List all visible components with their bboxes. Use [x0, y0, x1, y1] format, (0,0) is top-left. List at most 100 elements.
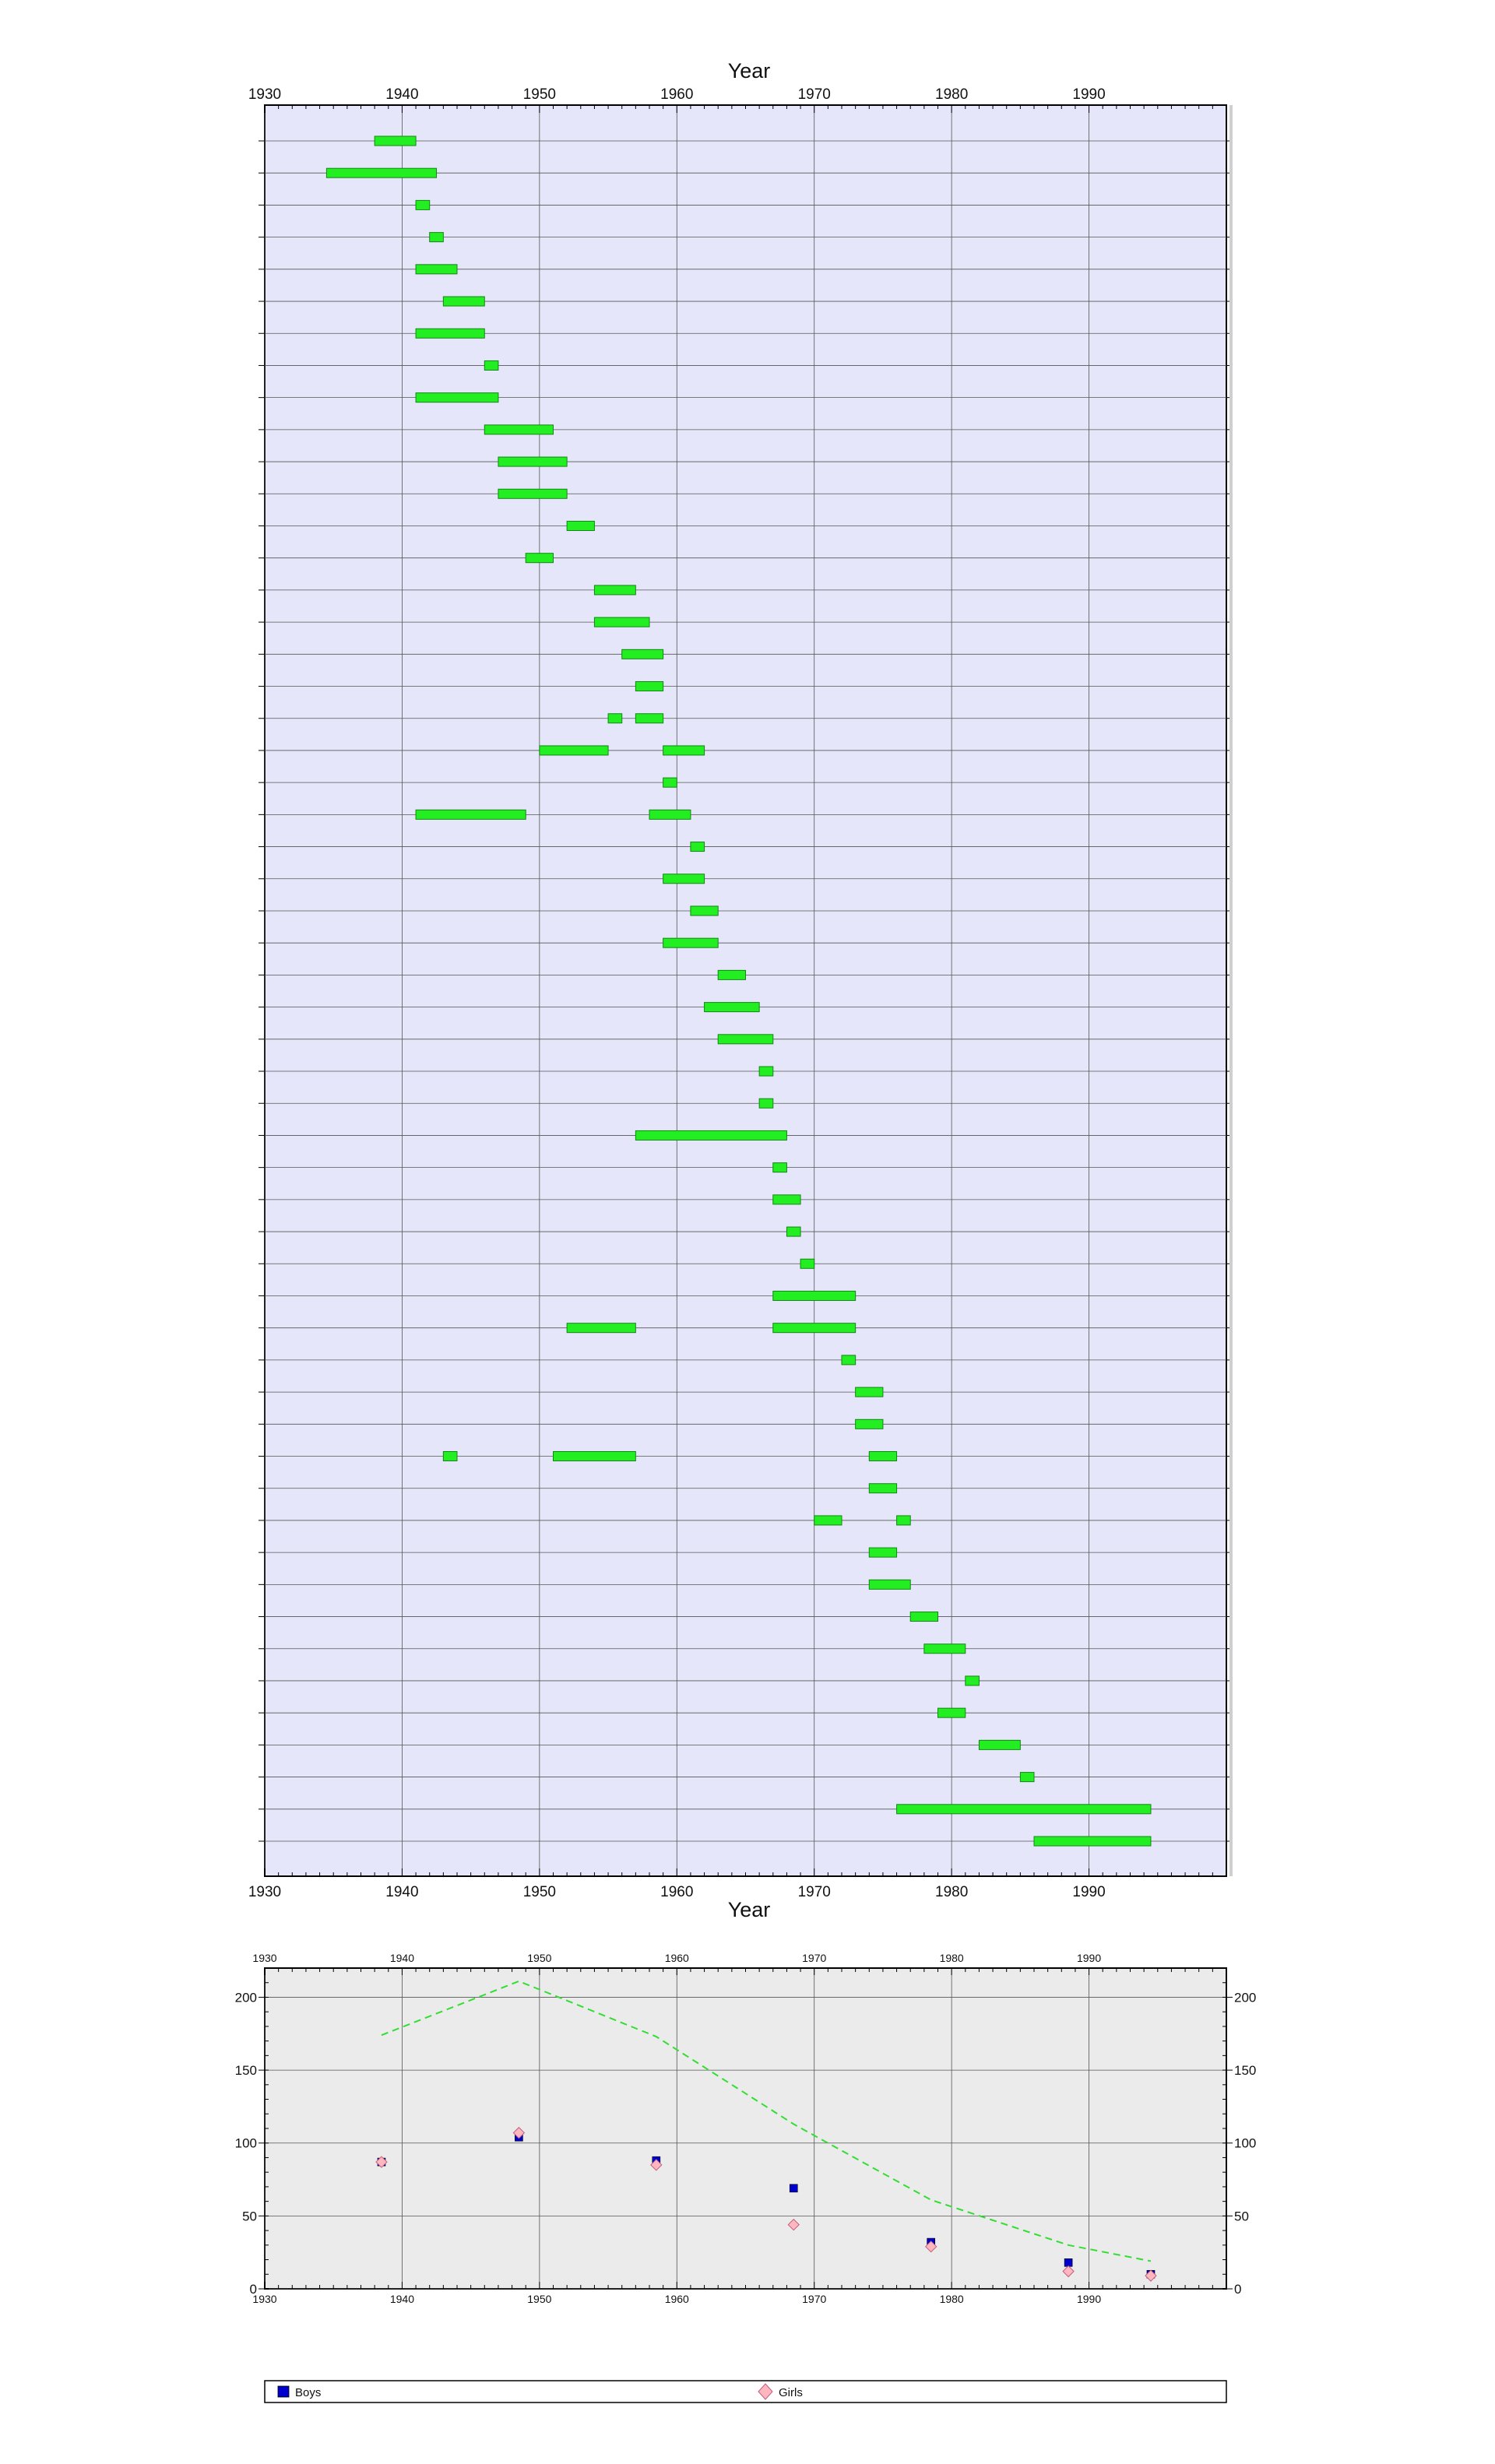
gantt-bar	[896, 1515, 911, 1526]
gantt-bar	[868, 1451, 898, 1462]
gantt-bar	[868, 1579, 911, 1590]
girls-point	[1062, 2265, 1075, 2278]
gantt-bar	[868, 1483, 898, 1494]
gantt-bar	[1033, 1836, 1152, 1847]
gantt-chart: 1930 1930 1940 1940 1950 1950 1960 1960 1970 1970…	[248, 59, 1233, 1921]
gantt-bar	[663, 777, 677, 788]
gantt-bar	[704, 1002, 760, 1013]
gantt-tick-label-bottom: 1950	[523, 1884, 556, 1900]
gantt-tick-label-bottom: 1980	[935, 1884, 968, 1900]
girls-point	[924, 2240, 937, 2253]
scatter-trend-line	[381, 1980, 1152, 2262]
gantt-tick-label-top: 1940	[385, 86, 418, 103]
gantt-bar	[868, 1547, 898, 1558]
scatter-tick-label-bottom: 1970	[802, 2293, 826, 2305]
scatter-tick-label-bottom: 1950	[527, 2293, 551, 2305]
gantt-bar	[566, 520, 595, 531]
scatter-tick-label-bottom: 1990	[1077, 2293, 1101, 2305]
legend-boys-label: Boys	[295, 2386, 321, 2399]
gantt-bar	[325, 167, 438, 178]
gantt-bar	[965, 1675, 980, 1686]
legend-box	[264, 2380, 1227, 2403]
scatter-tick-label-left: 150	[235, 2063, 257, 2078]
gantt-bar	[772, 1194, 801, 1205]
gantt-bar	[937, 1707, 966, 1718]
gantt-bar	[663, 745, 705, 756]
gantt-tick-label-top: 1930	[248, 86, 281, 103]
gantt-tick-label-top: 1960	[660, 86, 693, 103]
gantt-tick-label-bottom: 1970	[798, 1884, 831, 1900]
gantt-bar	[415, 392, 499, 403]
gantt-bar	[484, 424, 554, 435]
scatter-tick-label-left: 100	[235, 2136, 257, 2151]
gantt-bar	[772, 1323, 857, 1334]
scatter-tick-label-bottom: 1930	[252, 2293, 276, 2305]
legend-girls-label: Girls	[779, 2386, 803, 2399]
boys-point	[789, 2184, 798, 2193]
gantt-bar	[429, 232, 444, 243]
gantt-ticks: 1930 1930 1940 1940 1950 1950 1960 1960 1970 1970…	[248, 86, 1233, 1900]
gantt-bar	[855, 1387, 884, 1397]
legend-girls-swatch	[758, 2383, 773, 2400]
gantt-bar	[896, 1804, 1152, 1815]
gantt-bar	[635, 681, 664, 692]
gantt-tick-label-top: 1970	[798, 86, 831, 103]
gantt-shadow	[1229, 105, 1233, 1876]
gantt-bar	[909, 1612, 938, 1622]
girls-point	[787, 2218, 800, 2231]
gantt-bar	[415, 264, 458, 275]
scatter-tick-label-top: 1940	[390, 1952, 414, 1964]
gantt-tick-label-bottom: 1940	[385, 1884, 418, 1900]
scatter-tick-label-left: 200	[235, 1990, 257, 2005]
gantt-tick-label-top: 1950	[523, 86, 556, 103]
gantt-tick-label-bottom: 1990	[1072, 1884, 1105, 1900]
scatter-plot-background	[264, 1967, 1227, 2290]
scatter-tick-label-left: 0	[250, 2282, 257, 2297]
gantt-bar	[484, 360, 499, 371]
legend: Boys Girls	[264, 2380, 1227, 2403]
gantt-bar	[663, 937, 719, 948]
gantt-tick-label-top: 1980	[935, 86, 968, 103]
scatter-tick-label-right: 200	[1234, 1990, 1256, 2005]
scatter-tick-label-top: 1930	[252, 1952, 276, 1964]
scatter-tick-label-top: 1960	[665, 1952, 689, 1964]
scatter-tick-label-bottom: 1940	[390, 2293, 414, 2305]
gantt-bar	[593, 585, 636, 596]
gantt-bar	[415, 809, 526, 820]
scatter-tick-label-bottom: 1960	[665, 2293, 689, 2305]
gantt-bar	[498, 456, 568, 467]
scatter-tick-label-top: 1990	[1077, 1952, 1101, 1964]
gantt-bar	[663, 873, 705, 884]
gantt-bottom-axis-title: Year	[728, 1898, 771, 1921]
scatter-ticks: 1930 1930 1940 1940 1950 1950 1960 1960 1970 1970…	[235, 1952, 1257, 2305]
gantt-bars	[325, 135, 1152, 1847]
gantt-bar	[593, 617, 650, 627]
gantt-bar	[841, 1355, 857, 1366]
scatter-series	[375, 1980, 1157, 2282]
girls-point	[375, 2156, 388, 2168]
gantt-bar	[717, 969, 747, 980]
scatter-tick-label-top: 1950	[527, 1952, 551, 1964]
gantt-bar	[525, 553, 554, 564]
gantt-tick-label-bottom: 1930	[248, 1884, 281, 1900]
gantt-bar	[607, 713, 623, 724]
scatter-tick-label-right: 0	[1234, 2282, 1241, 2297]
gantt-bar	[758, 1066, 774, 1077]
girls-point	[512, 2126, 526, 2139]
gantt-bar	[442, 1451, 458, 1462]
girls-point	[650, 2159, 663, 2171]
gantt-bar	[1019, 1772, 1035, 1783]
gantt-bar	[649, 809, 691, 820]
gantt-bar	[758, 1098, 774, 1109]
gantt-bar	[621, 649, 664, 659]
gantt-bar	[442, 296, 485, 307]
gantt-bar	[717, 1034, 774, 1045]
scatter-tick-label-right: 50	[1234, 2209, 1249, 2223]
gantt-bar	[978, 1739, 1021, 1750]
gantt-bar	[498, 488, 568, 499]
gantt-bar	[566, 1323, 636, 1334]
gantt-bar	[415, 199, 431, 210]
gantt-tick-label-top: 1990	[1072, 86, 1105, 103]
gantt-bar	[415, 328, 485, 339]
